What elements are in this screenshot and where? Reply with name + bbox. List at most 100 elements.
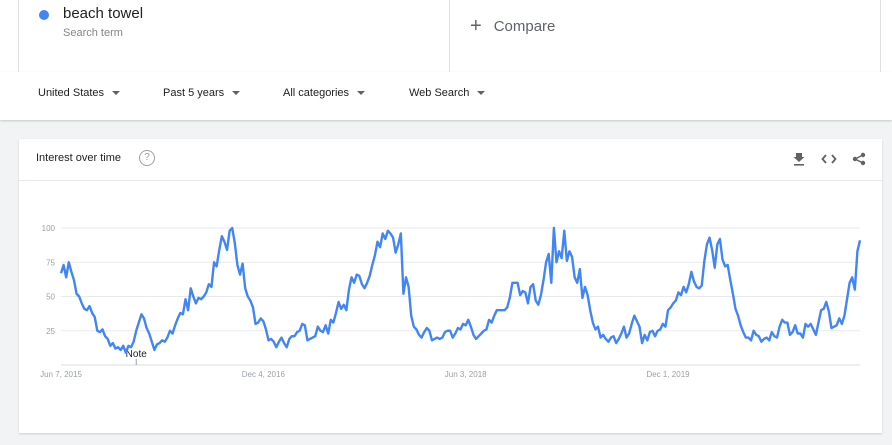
data-point	[402, 293, 404, 295]
data-point	[340, 308, 342, 310]
category-filter[interactable]: All categories	[283, 87, 366, 99]
search-term-card[interactable]: beach towel Search term	[18, 0, 450, 72]
data-point	[190, 287, 192, 289]
data-point	[664, 325, 666, 327]
data-point	[835, 324, 837, 326]
data-point	[615, 342, 617, 344]
data-point	[171, 332, 173, 334]
search-property-filter[interactable]: Web Search	[409, 87, 486, 99]
data-point	[260, 317, 262, 319]
plus-icon: +	[470, 15, 482, 37]
data-point	[646, 339, 648, 341]
data-point	[817, 321, 819, 323]
time-range-filter[interactable]: Past 5 years	[163, 87, 241, 99]
region-filter[interactable]: United States	[38, 87, 121, 99]
time-range-filter-label: Past 5 years	[163, 87, 225, 99]
data-point	[138, 321, 140, 323]
data-point	[244, 287, 246, 289]
data-point	[623, 325, 625, 327]
search-term-name[interactable]: beach towel	[63, 5, 144, 22]
chevron-down-icon	[357, 91, 366, 95]
data-point	[112, 342, 114, 344]
embed-icon[interactable]	[820, 150, 838, 168]
data-point	[169, 330, 171, 332]
data-point	[381, 232, 383, 234]
data-point	[81, 302, 83, 304]
data-point	[553, 227, 555, 229]
data-point	[457, 327, 459, 329]
data-point	[431, 339, 433, 341]
data-point	[846, 298, 848, 300]
data-point	[755, 334, 757, 336]
data-point	[426, 327, 428, 329]
data-point	[413, 325, 415, 327]
data-point	[778, 325, 780, 327]
data-point	[802, 336, 804, 338]
data-point	[239, 273, 241, 275]
data-point	[410, 314, 412, 316]
data-point	[830, 327, 832, 329]
data-point	[594, 328, 596, 330]
data-point	[73, 279, 75, 281]
note-label: Note	[126, 349, 148, 360]
chevron-down-icon	[112, 91, 121, 95]
share-icon[interactable]	[850, 150, 868, 168]
data-point	[249, 299, 251, 301]
data-point	[454, 332, 456, 334]
data-point	[143, 317, 145, 319]
data-point	[519, 294, 521, 296]
data-point	[503, 309, 505, 311]
data-point	[786, 321, 788, 323]
data-point	[560, 257, 562, 259]
data-point	[174, 324, 176, 326]
data-point	[643, 334, 645, 336]
data-point	[400, 232, 402, 234]
data-point	[164, 341, 166, 343]
data-point	[555, 261, 557, 263]
data-point	[511, 282, 513, 284]
data-point	[649, 331, 651, 333]
series-line	[59, 226, 862, 354]
data-point	[446, 330, 448, 332]
chevron-down-icon	[232, 91, 241, 95]
data-point	[703, 260, 705, 262]
data-point	[856, 250, 858, 252]
download-icon[interactable]	[790, 150, 808, 168]
series-color-dot	[39, 10, 49, 20]
interest-line-chart[interactable]: 25 50 75 100 Jun 7, 2015 Dec 4, 2016 Jun 3, 20…	[19, 181, 882, 433]
y-tick-label: 75	[46, 258, 55, 267]
data-point	[654, 335, 656, 337]
data-point	[407, 286, 409, 288]
category-filter-label: All categories	[283, 87, 350, 99]
data-point	[620, 332, 622, 334]
data-point	[262, 320, 264, 322]
data-point	[182, 313, 184, 315]
chart-area: 25 50 75 100 Jun 7, 2015 Dec 4, 2016 Jun 3, 20…	[19, 181, 882, 433]
data-point	[493, 314, 495, 316]
data-point	[550, 282, 552, 284]
data-point	[322, 331, 324, 333]
data-point	[776, 336, 778, 338]
compare-button[interactable]: + Compare	[470, 12, 555, 40]
data-point	[810, 323, 812, 325]
data-point	[145, 327, 147, 329]
data-point	[252, 306, 254, 308]
data-point	[324, 324, 326, 326]
data-point	[586, 294, 588, 296]
data-point	[522, 290, 524, 292]
data-point	[356, 273, 358, 275]
data-point	[99, 331, 101, 333]
data-point	[672, 302, 674, 304]
data-point	[379, 246, 381, 248]
data-point	[371, 264, 373, 266]
data-point	[88, 305, 90, 307]
data-point	[452, 336, 454, 338]
data-point	[563, 230, 565, 232]
data-point	[420, 336, 422, 338]
data-point	[148, 332, 150, 334]
chevron-down-icon	[477, 91, 486, 95]
data-point	[265, 328, 267, 330]
help-icon[interactable]: ?	[139, 150, 155, 166]
data-point	[343, 304, 345, 306]
interest-over-time-card: Interest over time ? 25 50 75 100 J	[19, 139, 882, 433]
